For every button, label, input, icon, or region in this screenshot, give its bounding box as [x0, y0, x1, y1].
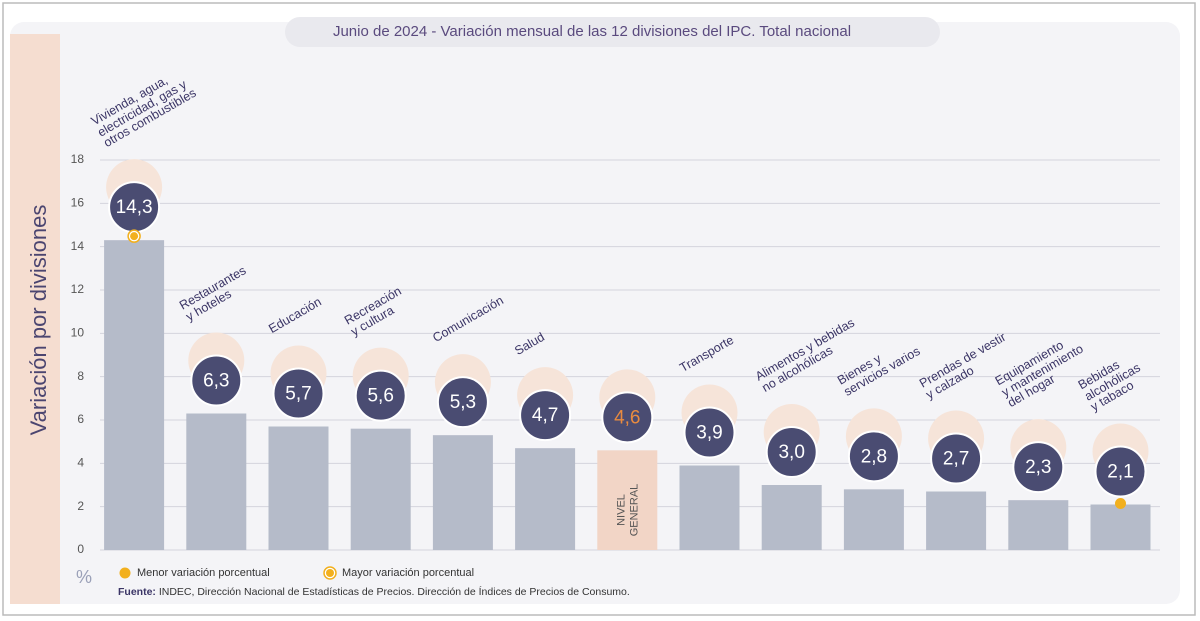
bar	[186, 413, 247, 550]
value-badge	[190, 354, 243, 407]
marker	[1115, 498, 1126, 509]
y-tick-label: 8	[77, 369, 84, 383]
axis-strip	[10, 34, 60, 604]
y-unit: %	[76, 567, 92, 587]
value-label: 3,9	[696, 423, 722, 444]
value-badge	[930, 432, 983, 485]
value-badge	[1012, 441, 1065, 494]
y-tick-label: 0	[77, 542, 84, 556]
title-pill	[285, 17, 940, 47]
value-label: 3,0	[778, 442, 804, 463]
source-label: Fuente:	[118, 586, 156, 598]
y-tick-label: 16	[71, 196, 85, 210]
value-badge	[765, 426, 818, 478]
value-label: 6,3	[203, 371, 229, 392]
y-axis-title: Variación por divisiones	[26, 205, 51, 436]
bar	[1090, 504, 1151, 550]
bar	[350, 428, 411, 550]
value-label: 2,1	[1107, 462, 1133, 483]
value-badge	[436, 376, 489, 429]
value-label: 2,7	[943, 449, 969, 470]
bar	[432, 435, 493, 550]
bar	[515, 448, 576, 550]
value-badge	[1094, 445, 1147, 498]
value-badge	[272, 367, 325, 420]
bar	[761, 485, 822, 550]
y-tick-label: 4	[77, 456, 84, 470]
value-label: 5,7	[285, 384, 311, 405]
value-label: 14,3	[116, 197, 153, 218]
legend-marker	[119, 567, 131, 579]
value-label: 5,3	[450, 392, 476, 413]
legend-label: Menor variación porcentual	[137, 567, 270, 579]
value-label: 2,8	[861, 446, 887, 467]
legend-label: Mayor variación porcentual	[342, 567, 474, 579]
value-label: 2,3	[1025, 457, 1051, 478]
value-badge	[683, 406, 736, 459]
category-label: NIVELGENERAL	[615, 484, 640, 537]
bar	[597, 450, 658, 550]
chart-title: Junio de 2024 - Variación mensual de las…	[333, 23, 851, 40]
source: Fuente: INDEC, Dirección Nacional de Est…	[118, 585, 630, 598]
y-tick-label: 6	[77, 412, 84, 426]
value-badge	[354, 369, 407, 422]
bar	[926, 491, 987, 550]
bar	[1008, 500, 1069, 550]
y-tick-label: 10	[71, 326, 85, 340]
value-badge	[601, 391, 654, 444]
value-label: 4,7	[532, 405, 558, 426]
value-label: 4,6	[614, 407, 640, 428]
marker	[130, 232, 139, 241]
value-label: 5,6	[367, 386, 393, 407]
source-text: INDEC, Dirección Nacional de Estadística…	[159, 585, 630, 598]
bar	[104, 240, 165, 550]
value-badge	[519, 389, 572, 442]
bar	[679, 465, 740, 550]
y-tick-label: 14	[71, 239, 85, 253]
y-tick-label: 2	[77, 499, 84, 513]
y-tick-label: 12	[71, 282, 85, 296]
bar	[268, 426, 329, 550]
bar	[843, 489, 904, 550]
y-tick-label: 18	[71, 152, 85, 166]
value-badge	[847, 430, 900, 483]
legend-marker	[326, 569, 334, 577]
